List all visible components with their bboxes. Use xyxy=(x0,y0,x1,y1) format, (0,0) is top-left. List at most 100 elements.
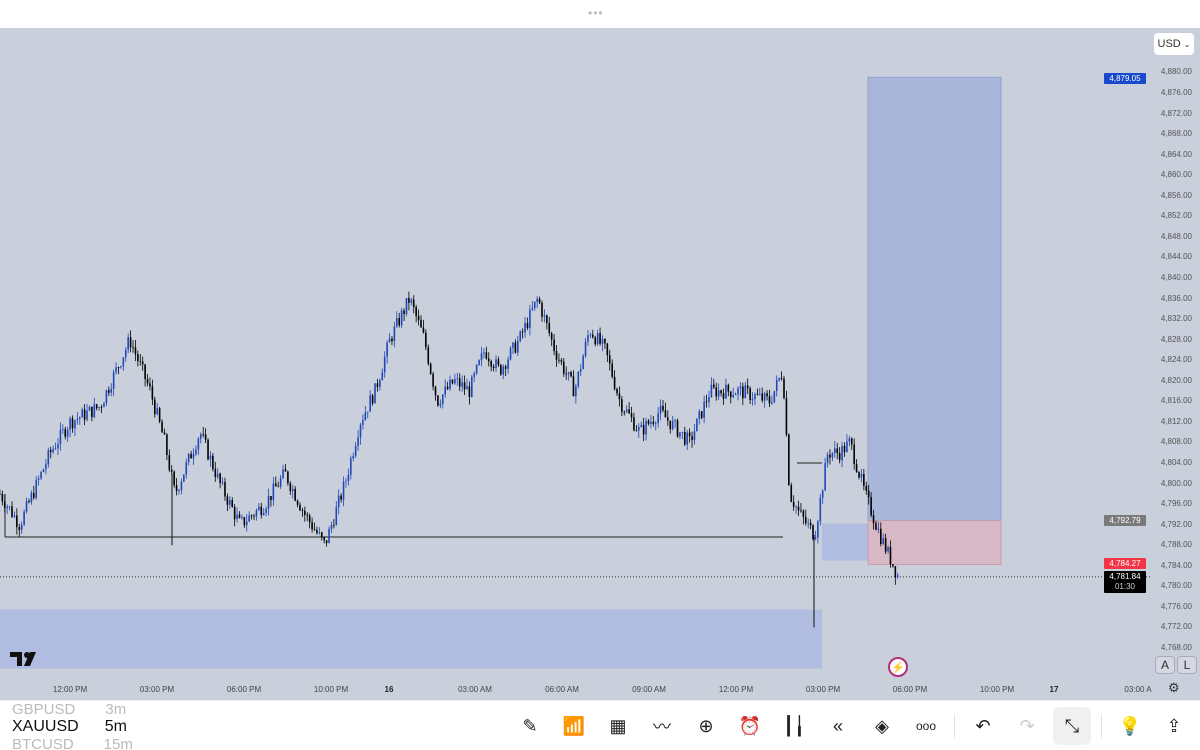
candle-body xyxy=(229,500,231,505)
divider xyxy=(954,714,955,738)
compare-icon: 〰 xyxy=(653,717,671,737)
candle-body xyxy=(350,458,352,475)
log-scale-button[interactable]: L xyxy=(1177,656,1197,674)
price-tick: 4,844.00 xyxy=(1160,252,1192,262)
candle-body xyxy=(328,528,330,544)
undo-button[interactable]: ↶ xyxy=(965,708,1001,744)
candle-body xyxy=(775,379,778,392)
candle-body xyxy=(219,473,221,483)
candle-body xyxy=(466,386,468,390)
candle-body xyxy=(427,347,430,364)
candle-body xyxy=(163,432,166,435)
candle-body xyxy=(594,337,597,345)
candle-body xyxy=(713,384,715,388)
replay-button[interactable]: « xyxy=(820,708,856,744)
candle-body xyxy=(831,452,834,458)
candle-body xyxy=(867,490,870,498)
candle-body xyxy=(337,495,340,508)
candle-body xyxy=(814,537,817,540)
candle-body xyxy=(771,402,773,404)
grid-icon: ▦ xyxy=(609,715,627,736)
settings-icon[interactable]: ⚙ xyxy=(1168,680,1180,695)
alert-button[interactable]: ⏰ xyxy=(732,708,768,744)
price-chart[interactable] xyxy=(0,28,1200,700)
candle-body xyxy=(471,376,473,397)
more-button[interactable]: ooo xyxy=(908,708,944,744)
candle-body xyxy=(877,528,880,530)
candle-body xyxy=(316,529,318,534)
ideas-button[interactable]: 💡 xyxy=(1112,708,1148,744)
candle-body xyxy=(412,299,415,308)
candle-body xyxy=(323,536,325,541)
candle-body xyxy=(432,373,434,387)
exit-fullscreen-button[interactable]: ⤡ xyxy=(1053,707,1091,745)
candle-body xyxy=(149,383,151,387)
chart-area[interactable]: USD ⌄ 4,880.00 4,876.00 4,872.00 4,868.00 4,8… xyxy=(0,28,1200,700)
time-tick: 03:00 A xyxy=(1124,685,1152,694)
price-tick: 4,780.00 xyxy=(1160,581,1192,591)
candle-body xyxy=(214,468,217,478)
drag-handle[interactable]: ••• xyxy=(588,6,604,20)
candle-body xyxy=(265,508,267,513)
candle-body xyxy=(83,409,86,420)
symbol-item-gbpusd[interactable]: GBPUSD 3m xyxy=(12,702,126,717)
symbol-item-xauusd[interactable]: XAUUSD 5m xyxy=(12,719,127,735)
price-tick: 4,812.00 xyxy=(1160,416,1192,426)
lightning-icon[interactable]: ⚡ xyxy=(888,657,908,677)
candle-body xyxy=(308,515,311,523)
candle-body xyxy=(587,335,589,342)
candle-body xyxy=(395,318,398,327)
candle-body xyxy=(683,431,686,445)
candle-body xyxy=(807,522,809,524)
currency-select[interactable]: USD ⌄ xyxy=(1154,33,1194,55)
candle-body xyxy=(132,347,134,349)
candle-body xyxy=(178,490,180,491)
candle-body xyxy=(42,469,45,472)
divider xyxy=(1101,714,1102,738)
add-button[interactable]: ⊕ xyxy=(688,708,724,744)
auto-scale-button[interactable]: A xyxy=(1155,656,1175,674)
redo-button[interactable]: ↷ xyxy=(1009,708,1045,744)
candle-body xyxy=(621,399,623,412)
stop-price-tag: 4,784.27 xyxy=(1104,558,1146,569)
alarm-clock-icon: ⏰ xyxy=(738,715,762,736)
candle-body xyxy=(737,388,739,395)
candle-body xyxy=(415,307,417,316)
candle-body xyxy=(778,377,780,380)
candle-body xyxy=(773,391,776,403)
candle-body xyxy=(108,390,110,393)
candle-body xyxy=(115,367,117,373)
candle-body xyxy=(727,384,730,392)
candle-body xyxy=(444,386,446,395)
candle-body xyxy=(320,532,323,537)
candle-body xyxy=(279,477,282,487)
candle-body xyxy=(296,500,299,505)
candle-body xyxy=(531,308,534,310)
compare-button[interactable]: 〰 xyxy=(644,708,680,744)
candle-body xyxy=(843,445,846,452)
price-tick: 4,880.00 xyxy=(1160,67,1192,77)
share-button[interactable]: ⇪ xyxy=(1156,708,1192,744)
objects-button[interactable]: ◈ xyxy=(864,708,900,744)
candle-body xyxy=(100,407,103,408)
indicators-button[interactable]: 📶 xyxy=(556,708,592,744)
candle-body xyxy=(258,506,260,511)
layouts-button[interactable]: ▦ xyxy=(600,708,636,744)
chart-type-button[interactable]: ┃╽ xyxy=(776,708,812,744)
candle-body xyxy=(487,358,490,362)
candle-body xyxy=(98,407,100,409)
symbol-item-btcusd[interactable]: BTCUSD 15m xyxy=(12,737,133,750)
candle-body xyxy=(538,298,541,303)
tradingview-logo[interactable] xyxy=(10,651,42,672)
candle-body xyxy=(788,434,790,486)
drawing-tools-button[interactable]: ✎ xyxy=(512,708,548,744)
candle-body xyxy=(11,506,13,517)
candle-body xyxy=(255,510,258,517)
candle-body xyxy=(1,493,4,502)
price-tick: 4,820.00 xyxy=(1160,375,1192,385)
candle-body xyxy=(700,411,703,418)
candle-body xyxy=(388,338,391,343)
candle-body xyxy=(64,429,67,437)
candle-body xyxy=(650,421,652,424)
candle-body xyxy=(834,448,836,453)
